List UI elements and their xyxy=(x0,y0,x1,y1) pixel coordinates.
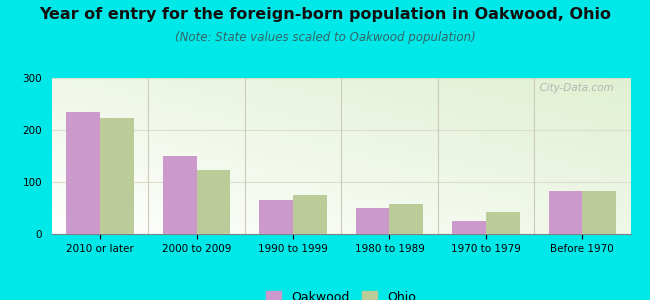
Text: City-Data.com: City-Data.com xyxy=(532,83,613,93)
Bar xyxy=(259,200,293,234)
Bar xyxy=(486,212,519,234)
Bar xyxy=(452,221,486,234)
Bar xyxy=(163,156,196,234)
Text: Year of entry for the foreign-born population in Oakwood, Ohio: Year of entry for the foreign-born popul… xyxy=(39,8,611,22)
Bar xyxy=(582,191,616,234)
Bar xyxy=(196,170,230,234)
Text: (Note: State values scaled to Oakwood population): (Note: State values scaled to Oakwood po… xyxy=(175,32,475,44)
Bar xyxy=(293,195,327,234)
Legend: Oakwood, Ohio: Oakwood, Ohio xyxy=(261,286,421,300)
Bar xyxy=(549,191,582,234)
Bar xyxy=(356,208,389,234)
Bar xyxy=(100,118,134,234)
Bar xyxy=(66,112,100,234)
Bar xyxy=(389,204,423,234)
